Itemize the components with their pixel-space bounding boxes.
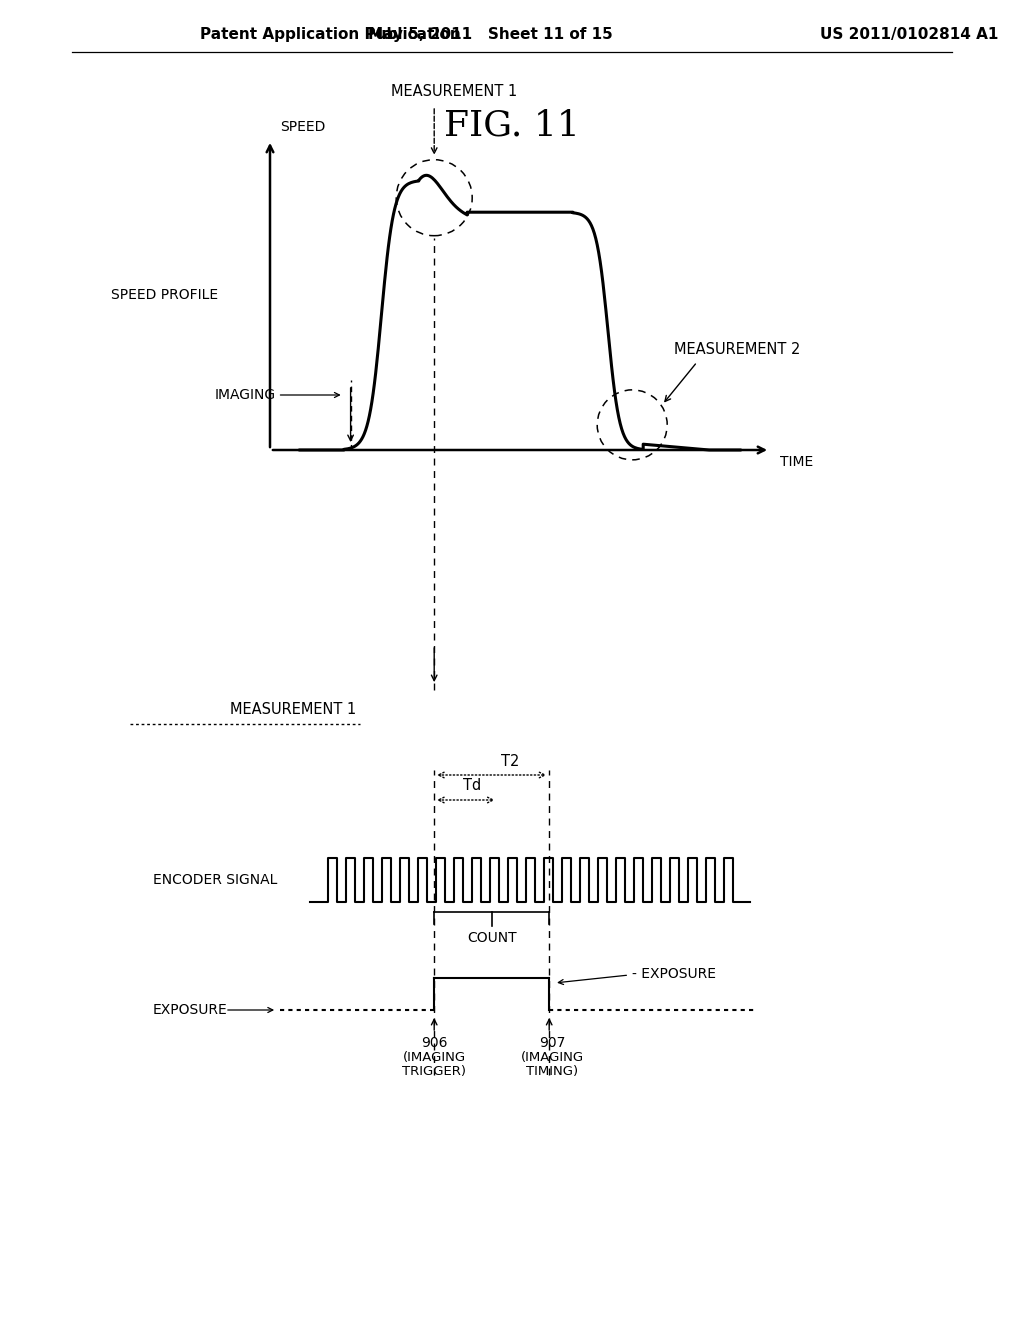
Text: COUNT: COUNT: [467, 931, 516, 945]
Text: US 2011/0102814 A1: US 2011/0102814 A1: [820, 28, 998, 42]
Text: MEASUREMENT 2: MEASUREMENT 2: [674, 342, 801, 358]
Text: (IMAGING: (IMAGING: [520, 1052, 584, 1064]
Text: MEASUREMENT 1: MEASUREMENT 1: [391, 84, 517, 99]
Text: ENCODER SIGNAL: ENCODER SIGNAL: [153, 873, 278, 887]
Text: FIG. 11: FIG. 11: [444, 108, 580, 143]
Text: Patent Application Publication: Patent Application Publication: [200, 28, 461, 42]
Text: SPEED PROFILE: SPEED PROFILE: [112, 288, 218, 302]
Text: TRIGGER): TRIGGER): [402, 1065, 466, 1078]
Text: TIMING): TIMING): [526, 1065, 579, 1078]
Text: SPEED: SPEED: [280, 120, 326, 135]
Text: MEASUREMENT 1: MEASUREMENT 1: [230, 702, 356, 718]
Text: May 5, 2011   Sheet 11 of 15: May 5, 2011 Sheet 11 of 15: [368, 28, 612, 42]
Text: EXPOSURE: EXPOSURE: [153, 1003, 227, 1016]
Text: (IMAGING: (IMAGING: [402, 1052, 466, 1064]
Text: TIME: TIME: [780, 455, 813, 469]
Text: T2: T2: [501, 754, 519, 768]
Text: 907: 907: [539, 1036, 565, 1049]
Text: IMAGING: IMAGING: [214, 388, 275, 403]
Text: Td: Td: [463, 779, 481, 793]
Text: - EXPOSURE: - EXPOSURE: [632, 968, 716, 981]
Text: 906: 906: [421, 1036, 447, 1049]
